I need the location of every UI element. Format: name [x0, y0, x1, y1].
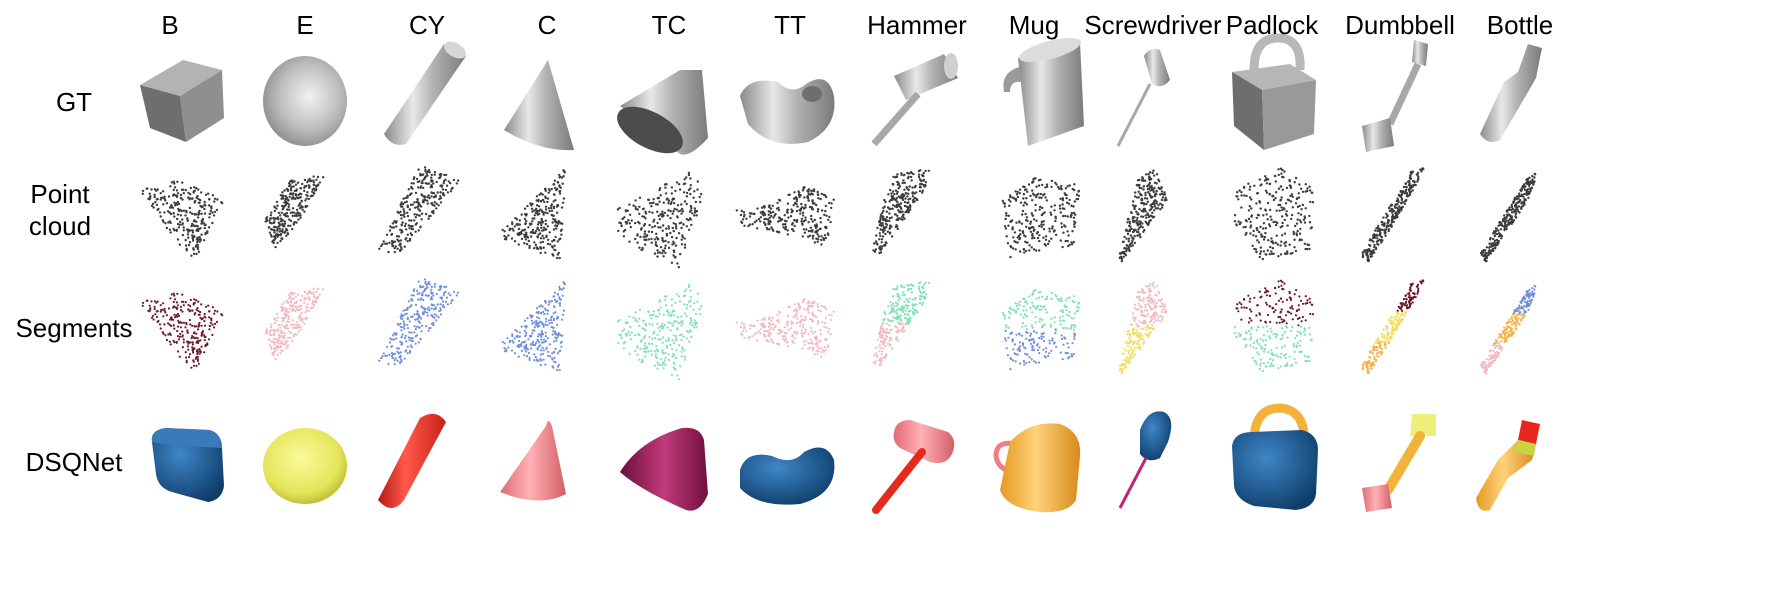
row-label-gt: GT — [55, 87, 93, 117]
dsq-bottle — [1476, 420, 1540, 511]
pointcloud-padlock — [1233, 167, 1315, 261]
column-label-tc: TC — [651, 10, 687, 40]
segments-tc — [616, 283, 703, 381]
segments-e — [264, 287, 325, 361]
dsq-hammer — [872, 420, 955, 514]
gt-dumbbell — [1362, 40, 1428, 152]
gt-box — [140, 60, 224, 142]
segments-bottle — [1480, 284, 1537, 375]
gt-ellipsoid — [263, 56, 347, 146]
column-label-screwdriver: Screwdriver — [1084, 10, 1222, 40]
pointcloud-mug — [1001, 177, 1081, 259]
dsq-truncated-cone — [620, 427, 708, 511]
row-label-dsqnet: DSQNet — [25, 447, 123, 477]
pointcloud-e — [264, 175, 325, 249]
dsq-box — [151, 428, 224, 502]
pointcloud-cy — [378, 166, 460, 254]
gt-bottle — [1480, 44, 1542, 142]
column-label-e: E — [296, 10, 314, 40]
row-label-segments: Segments — [15, 313, 133, 343]
dsq-padlock — [1232, 403, 1318, 510]
gt-truncated-cone — [617, 70, 708, 155]
pointcloud-c — [501, 169, 566, 260]
gt-cone — [504, 60, 574, 151]
segments-tt — [735, 298, 835, 358]
pointcloud-row — [141, 166, 1537, 269]
segments-mug — [1001, 289, 1080, 371]
segments-b — [141, 292, 224, 369]
gt-hammer — [871, 53, 958, 147]
row-label-point-cloud: Point cloud — [28, 179, 92, 241]
gt-screwdriver — [1116, 48, 1170, 147]
dsq-cone — [500, 421, 566, 501]
segments-row — [141, 278, 1537, 381]
gt-padlock — [1232, 33, 1316, 150]
column-label-padlock: Padlock — [1225, 10, 1319, 40]
pointcloud-screwdriver — [1118, 169, 1168, 263]
dsq-dumbbell — [1362, 414, 1436, 512]
dsq-mug — [993, 423, 1081, 513]
gt-mug — [1003, 37, 1084, 146]
segments-hammer — [872, 281, 930, 367]
pointcloud-dumbbell — [1361, 167, 1425, 263]
segments-c — [501, 281, 566, 372]
dsq-screwdriver — [1118, 411, 1172, 509]
gt-cylinder — [384, 41, 466, 145]
column-label-c: C — [537, 10, 557, 40]
pointcloud-bottle — [1480, 172, 1537, 263]
dsq-ellipsoid — [263, 428, 347, 504]
pointcloud-tc — [616, 171, 703, 269]
column-label-tt: TT — [774, 10, 806, 40]
pointcloud-b — [141, 180, 224, 257]
column-label-hammer: Hammer — [867, 10, 967, 40]
segments-padlock — [1233, 279, 1315, 373]
pointcloud-hammer — [872, 169, 930, 255]
column-label-dumbbell: Dumbbell — [1345, 10, 1455, 40]
pointcloud-tt — [735, 186, 835, 246]
column-label-b: B — [161, 10, 179, 40]
segments-cy — [378, 278, 460, 366]
dsq-torus — [740, 447, 835, 505]
dsq-cylinder — [378, 413, 446, 508]
column-label-mug: Mug — [1008, 10, 1060, 40]
column-label-cy: CY — [408, 10, 446, 40]
gt-torus — [740, 79, 835, 144]
segments-screwdriver — [1118, 281, 1168, 375]
column-label-bottle: Bottle — [1486, 10, 1554, 40]
segments-dumbbell — [1361, 279, 1425, 375]
